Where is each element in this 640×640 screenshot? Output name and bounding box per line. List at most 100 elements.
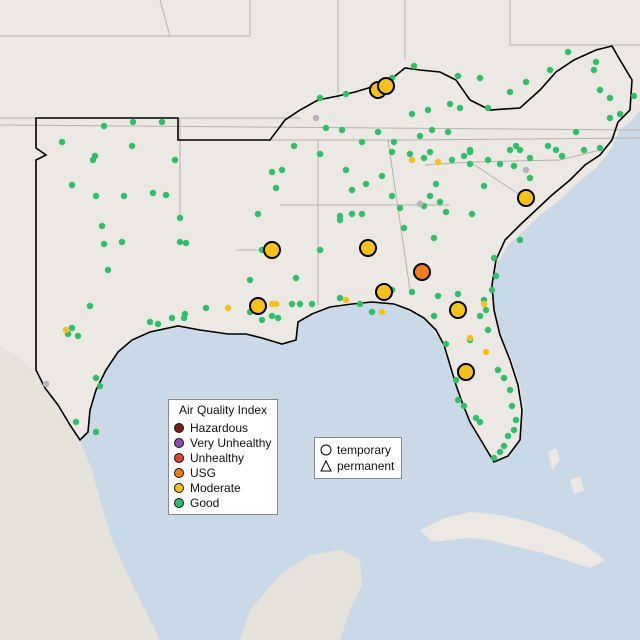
monitor-good[interactable] — [246, 276, 254, 284]
monitor-good[interactable] — [476, 418, 484, 426]
monitor-good[interactable] — [358, 210, 366, 218]
monitor-good[interactable] — [552, 146, 560, 154]
monitor-good[interactable] — [516, 146, 524, 154]
monitor-good[interactable] — [484, 104, 492, 112]
monitor-moderate[interactable] — [62, 326, 70, 334]
monitor-good[interactable] — [516, 236, 524, 244]
monitor-good[interactable] — [546, 66, 554, 74]
monitor-good[interactable] — [416, 132, 424, 140]
monitor-good[interactable] — [466, 160, 474, 168]
monitor-moderate-temporary[interactable] — [263, 241, 281, 259]
monitor-good[interactable] — [162, 191, 170, 199]
monitor-moderate[interactable] — [480, 300, 488, 308]
monitor-good[interactable] — [348, 186, 356, 194]
monitor-good[interactable] — [452, 376, 460, 384]
monitor-moderate[interactable] — [408, 156, 416, 164]
monitor-good[interactable] — [118, 238, 126, 246]
monitor-good[interactable] — [436, 198, 444, 206]
monitor-good[interactable] — [342, 90, 350, 98]
monitor-good[interactable] — [91, 152, 99, 160]
monitor-good[interactable] — [468, 210, 476, 218]
monitor-good[interactable] — [522, 78, 530, 86]
monitor-good[interactable] — [146, 318, 154, 326]
monitor-moderate[interactable] — [224, 304, 232, 312]
monitor-good[interactable] — [512, 416, 520, 424]
monitor-good[interactable] — [348, 210, 356, 218]
monitor-usg-temporary[interactable] — [413, 263, 431, 281]
monitor-moderate-temporary[interactable] — [517, 189, 535, 207]
monitor-good[interactable] — [176, 238, 184, 246]
monitor-good[interactable] — [490, 254, 498, 262]
monitor-good[interactable] — [408, 110, 416, 118]
monitor-good[interactable] — [410, 62, 418, 70]
monitor-good[interactable] — [168, 314, 176, 322]
monitor-good[interactable] — [606, 114, 614, 122]
monitor-good[interactable] — [296, 300, 304, 308]
monitor-good[interactable] — [472, 414, 480, 422]
monitor-good[interactable] — [388, 148, 396, 156]
monitor-good[interactable] — [442, 340, 450, 348]
monitor-good[interactable] — [104, 266, 112, 274]
monitor-good[interactable] — [460, 152, 468, 160]
monitor-good[interactable] — [182, 239, 190, 247]
monitor-moderate[interactable] — [482, 348, 490, 356]
monitor-good[interactable] — [358, 138, 366, 146]
monitor-good[interactable] — [254, 210, 262, 218]
monitor-good[interactable] — [506, 88, 514, 96]
monitor-good[interactable] — [504, 432, 512, 440]
monitor-good[interactable] — [96, 382, 104, 390]
monitor-good[interactable] — [316, 246, 324, 254]
monitor-good[interactable] — [388, 192, 396, 200]
monitor-good[interactable] — [572, 128, 580, 136]
monitor-good[interactable] — [74, 332, 82, 340]
monitor-good[interactable] — [460, 402, 468, 410]
monitor-unknown[interactable] — [312, 114, 320, 122]
monitor-moderate-temporary[interactable] — [377, 77, 395, 95]
monitor-good[interactable] — [154, 320, 162, 328]
monitor-good[interactable] — [338, 126, 346, 134]
monitor-good[interactable] — [272, 184, 280, 192]
monitor-moderate[interactable] — [466, 334, 474, 342]
monitor-good[interactable] — [454, 396, 462, 404]
monitor-good[interactable] — [596, 86, 604, 94]
monitor-good[interactable] — [316, 150, 324, 158]
monitor-good[interactable] — [630, 92, 638, 100]
monitor-moderate[interactable] — [272, 300, 280, 308]
monitor-good[interactable] — [454, 290, 462, 298]
monitor-good[interactable] — [292, 274, 300, 282]
monitor-good[interactable] — [100, 240, 108, 248]
monitor-good[interactable] — [448, 156, 456, 164]
monitor-good[interactable] — [129, 118, 137, 126]
monitor-good[interactable] — [488, 286, 496, 294]
monitor-good[interactable] — [98, 222, 106, 230]
monitor-good[interactable] — [580, 146, 588, 154]
monitor-good[interactable] — [484, 156, 492, 164]
monitor-good[interactable] — [490, 454, 498, 462]
monitor-unknown[interactable] — [42, 380, 50, 388]
monitor-good[interactable] — [149, 189, 157, 197]
monitor-good[interactable] — [526, 174, 534, 182]
monitor-good[interactable] — [544, 142, 552, 150]
monitor-good[interactable] — [120, 192, 128, 200]
monitor-moderate-temporary[interactable] — [359, 239, 377, 257]
monitor-good[interactable] — [430, 312, 438, 320]
monitor-good[interactable] — [288, 300, 296, 308]
monitor-good[interactable] — [476, 74, 484, 82]
monitor-moderate[interactable] — [378, 308, 386, 316]
monitor-good[interactable] — [68, 181, 76, 189]
monitor-good[interactable] — [482, 306, 490, 314]
monitor-good[interactable] — [268, 312, 276, 320]
monitor-good[interactable] — [396, 204, 404, 212]
monitor-moderate[interactable] — [434, 158, 442, 166]
monitor-good[interactable] — [496, 448, 504, 456]
monitor-good[interactable] — [158, 118, 166, 126]
monitor-good[interactable] — [128, 142, 136, 150]
monitor-good[interactable] — [596, 144, 604, 152]
monitor-good[interactable] — [500, 374, 508, 382]
monitor-good[interactable] — [86, 302, 94, 310]
monitor-good[interactable] — [390, 138, 398, 146]
monitor-good[interactable] — [336, 216, 344, 224]
monitor-good[interactable] — [176, 214, 184, 222]
monitor-good[interactable] — [508, 402, 516, 410]
monitor-good[interactable] — [500, 442, 508, 450]
